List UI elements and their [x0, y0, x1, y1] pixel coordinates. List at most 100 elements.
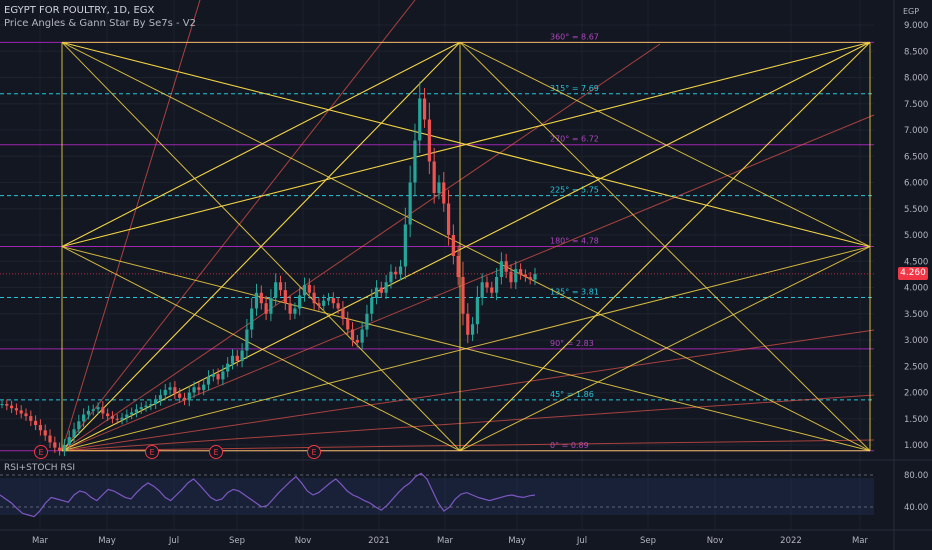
symbol-title[interactable]: EGYPT FOR POULTRY, 1D, EGX [4, 5, 155, 16]
time-tick-label: May [508, 536, 526, 546]
candle-body [456, 256, 460, 277]
candle-body [58, 447, 62, 451]
candle-body [120, 417, 124, 420]
gann-star-line [459, 41, 871, 247]
candle-body [115, 418, 119, 420]
candle-body [408, 182, 412, 225]
gann-star [61, 41, 871, 452]
candle-body [106, 413, 110, 417]
time-axis[interactable]: Mar May Jul Sep Nov 2021 Mar May Jul Sep Nov 2022 Ma… [32, 536, 869, 546]
candle-body [34, 420, 38, 426]
candle-body [346, 319, 350, 330]
candle-body [485, 282, 489, 288]
candle-body [14, 408, 19, 411]
candle-body [245, 329, 249, 351]
time-tick-label: Nov [295, 536, 312, 546]
candle-body [149, 404, 153, 406]
earnings-marker[interactable]: E [307, 445, 321, 459]
gann-star-line [61, 41, 461, 452]
price-tick-label: 2.500 [904, 362, 928, 372]
candle-body [197, 387, 201, 390]
gann-level-label: 0° = 0.89 [550, 441, 589, 450]
earnings-marker[interactable]: E [145, 445, 159, 459]
candle-body [293, 308, 297, 314]
candle-body [432, 161, 436, 193]
candle-body [442, 182, 446, 204]
gann-fan-line [61, 0, 416, 452]
candle-body [154, 400, 158, 405]
gann-level-label: 180° = 4.78 [550, 237, 599, 246]
candle-body [101, 407, 105, 414]
candle-body [394, 271, 398, 275]
gann-level-label: 315° = 7.69 [550, 84, 599, 93]
gann-level-label: 90° = 2.83 [550, 339, 594, 348]
gann-star-line [61, 41, 871, 452]
candle-body [403, 224, 407, 267]
earnings-marker-label: E [311, 448, 316, 457]
price-axis[interactable]: 9.000 8.500 8.000 7.500 7.000 6.500 6.000 5.500… [893, 0, 928, 550]
candle-body [67, 437, 71, 445]
gann-fan-line [61, 0, 201, 451]
time-tick-label: Mar [852, 536, 869, 546]
time-tick-label: May [98, 536, 116, 546]
candle-body [427, 119, 431, 162]
earnings-marker[interactable]: E [209, 445, 223, 459]
candle-body [221, 371, 225, 380]
gann-level-label: 135° = 3.81 [550, 287, 599, 296]
candle-body [240, 350, 244, 361]
price-tick-label: 5.000 [904, 231, 928, 241]
gann-level-label: 270° = 6.72 [550, 135, 599, 144]
price-tick-label: 6.500 [904, 152, 928, 162]
candle-body [130, 412, 134, 415]
candle-body [283, 290, 287, 304]
candle-body [355, 340, 359, 343]
indicator-title[interactable]: Price Angles & Gann Star By Se7s - V2 [4, 18, 197, 29]
candle-body [422, 98, 427, 120]
candle-body [226, 363, 230, 372]
candle-body [202, 384, 206, 390]
earnings-marker[interactable]: E [34, 445, 48, 459]
price-tick-label: 8.000 [904, 74, 928, 84]
candle-body [139, 407, 143, 410]
candle-body [134, 409, 139, 413]
candle-body [230, 355, 235, 364]
candle-body [144, 405, 148, 408]
candle-body [466, 313, 470, 335]
candle-body [302, 284, 307, 296]
candle-body [398, 266, 403, 275]
candle-body [0, 404, 4, 406]
rsi-band [0, 478, 874, 515]
candle-body [62, 445, 67, 451]
candle-body [350, 329, 355, 340]
gann-star-line [459, 41, 871, 452]
earnings-marker-circle [34, 445, 48, 459]
candle-body [125, 414, 129, 418]
candle-body [178, 393, 182, 398]
candle-body [206, 376, 211, 385]
candle-body [494, 277, 499, 293]
candle-body [72, 429, 76, 438]
gann-star-line [61, 41, 461, 247]
time-tick-label: 2021 [368, 536, 390, 546]
time-tick-label: Sep [229, 536, 245, 546]
price-tick-label: 6.000 [904, 179, 928, 189]
candle-body [317, 303, 321, 306]
candle-body [499, 261, 503, 277]
price-tick-label: 9.000 [904, 21, 928, 31]
candle-body [437, 182, 441, 193]
candle-body [43, 430, 47, 436]
candle-body [211, 374, 215, 377]
candle-body [48, 435, 52, 443]
rsi-line [0, 472, 536, 518]
candle-body [235, 355, 239, 361]
rsi-title[interactable]: RSI+STOCH RSI [4, 463, 75, 473]
gann-fan-line [61, 114, 875, 452]
price-tick-label: 3.000 [904, 336, 928, 346]
candle-body [307, 284, 311, 293]
candle-body [518, 269, 523, 275]
earnings-marker-label: E [149, 448, 154, 457]
candle-body [470, 324, 475, 335]
gann-fan-line [61, 394, 875, 452]
